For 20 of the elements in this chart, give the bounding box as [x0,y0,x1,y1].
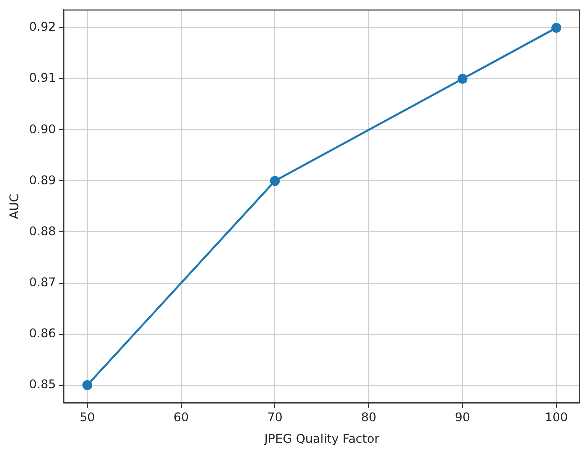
point [270,176,280,186]
y-tick-label: 0.88 [29,224,56,238]
y-axis-title: AUC [7,194,22,220]
x-tick-label: 70 [268,410,283,425]
point [552,23,562,34]
point [458,74,468,84]
y-tick-label: 0.85 [29,377,56,392]
x-tick-label: 90 [455,410,470,425]
point [82,380,93,390]
y-tick-label: 0.89 [29,173,56,188]
y-tick-label: 0.92 [29,20,56,34]
x-tick-label: 60 [174,410,190,425]
y-tick-label: 0.86 [29,326,56,340]
y-tick-label: 0.87 [29,275,56,290]
y-tick-label: 0.90 [29,122,56,136]
x-tick-label: 100 [545,410,568,425]
x-tick-label: 50 [80,410,96,425]
x-tick-label: 80 [361,410,377,425]
x-axis-title: JPEG Quality Factor [264,432,380,446]
y-tick-label: 0.91 [29,71,56,86]
